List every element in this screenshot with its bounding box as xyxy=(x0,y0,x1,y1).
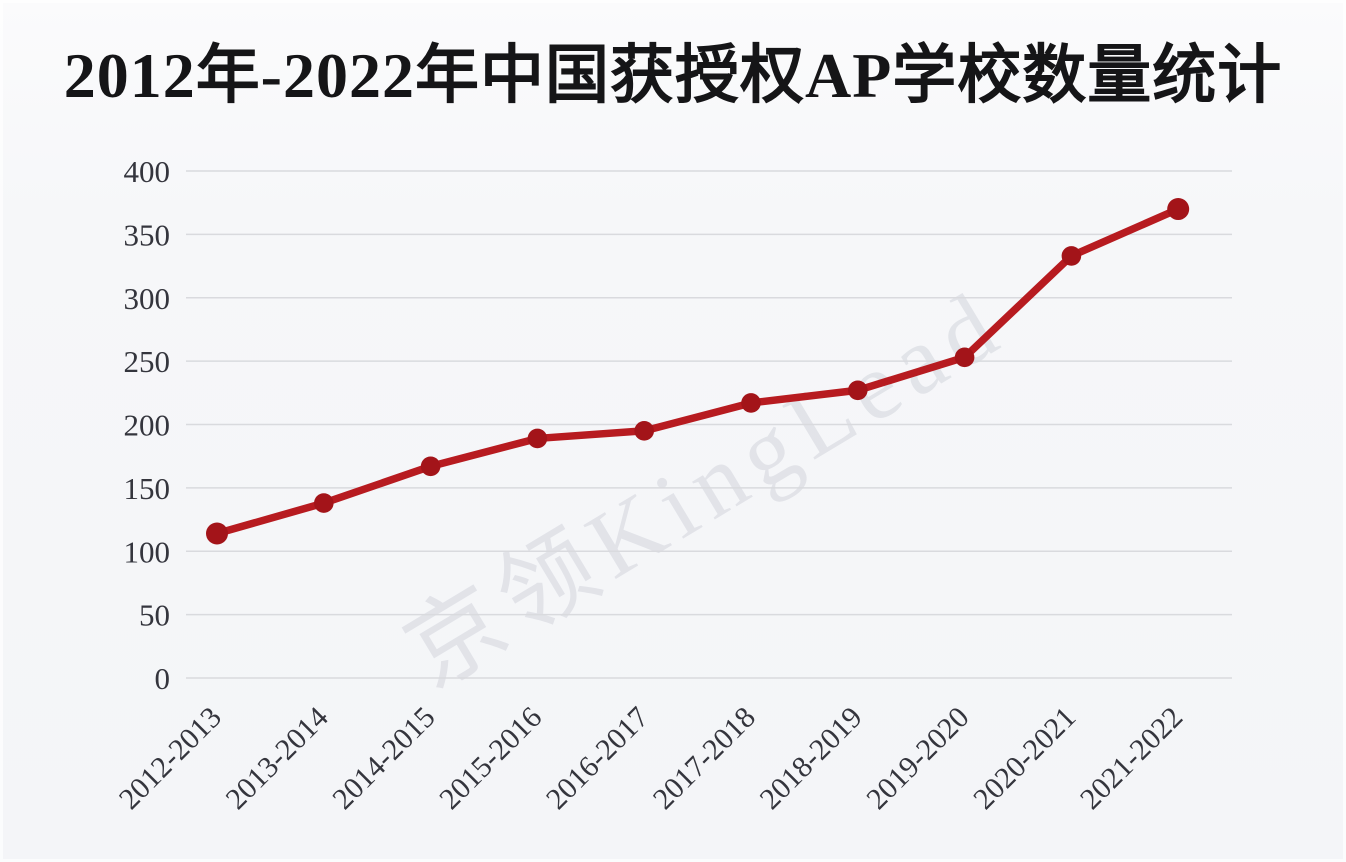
y-tick-label: 50 xyxy=(139,598,170,633)
x-tick-label: 2020-2021 xyxy=(967,701,1082,816)
y-tick-label: 350 xyxy=(124,217,171,252)
x-tick-label: 2018-2019 xyxy=(753,701,868,816)
y-tick-label: 300 xyxy=(124,281,171,316)
data-point xyxy=(848,380,868,401)
chart-title: 2012年-2022年中国获授权AP学校数量统计 xyxy=(63,40,1283,111)
y-tick-label: 250 xyxy=(124,344,171,379)
data-point xyxy=(741,393,761,413)
data-point xyxy=(206,522,228,545)
y-tick-label: 0 xyxy=(155,661,171,696)
data-point xyxy=(1061,246,1082,266)
x-tick-label: 2014-2015 xyxy=(326,701,441,816)
data-point xyxy=(420,456,441,477)
y-tick-label: 200 xyxy=(124,408,171,443)
data-point xyxy=(1167,198,1190,221)
x-tick-label: 2016-2017 xyxy=(540,701,655,816)
y-tick-label: 100 xyxy=(124,534,171,569)
data-line xyxy=(213,205,1182,538)
x-tick-label: 2021-2022 xyxy=(1074,701,1189,816)
x-tick-label: 2012-2013 xyxy=(113,701,228,816)
x-tick-label: 2017-2018 xyxy=(647,701,762,816)
data-point xyxy=(954,347,975,368)
y-tick-label: 150 xyxy=(124,471,171,506)
data-point xyxy=(314,493,334,513)
x-tick-label: 2013-2014 xyxy=(219,701,334,816)
data-point xyxy=(634,421,654,441)
data-point xyxy=(527,428,548,449)
x-tick-label: 2019-2020 xyxy=(860,701,975,816)
y-tick-label: 400 xyxy=(124,154,171,189)
x-tick-label: 2015-2016 xyxy=(433,701,548,816)
